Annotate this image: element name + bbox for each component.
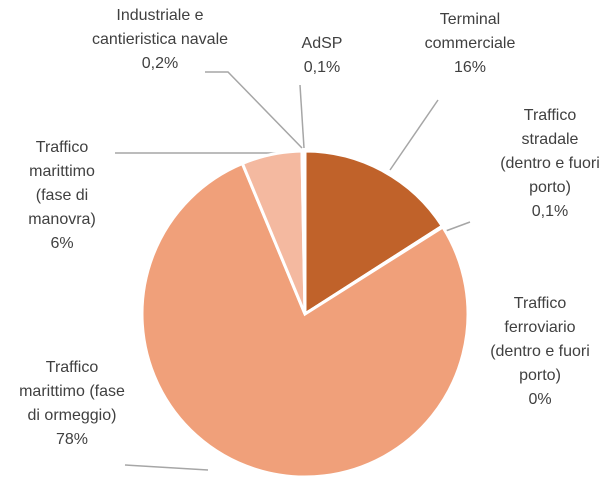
leader-line xyxy=(299,84,305,149)
leader-line xyxy=(124,464,209,471)
data-label: Terminal commerciale 16% xyxy=(410,8,530,80)
data-label: AdSP 0,1% xyxy=(287,32,357,80)
data-label: Industriale e cantieristica navale 0,2% xyxy=(90,4,230,76)
category-label: Traffico ferroviario (dentro e fuori por… xyxy=(490,295,590,384)
leader-line xyxy=(442,221,471,233)
data-label: Traffico ferroviario (dentro e fuori por… xyxy=(485,292,595,412)
value-label: 0% xyxy=(528,391,552,408)
value-label: 16% xyxy=(453,59,487,76)
value-label: 0,1% xyxy=(303,59,341,76)
data-label: Traffico marittimo (fase di ormeggio) 78% xyxy=(12,356,132,452)
category-label: Terminal commerciale xyxy=(424,11,516,52)
pie-slice xyxy=(302,149,307,315)
category-label: Traffico marittimo (fase di ormeggio) xyxy=(19,359,125,424)
data-label: Traffico marittimo (fase di manovra) 6% xyxy=(12,136,112,256)
category-label: Traffico marittimo (fase di manovra) xyxy=(28,139,96,228)
leader-line xyxy=(389,99,439,171)
data-label: Traffico stradale (dentro e fuori porto)… xyxy=(495,104,605,224)
leader-line xyxy=(205,71,303,149)
pie-slice xyxy=(140,161,470,479)
value-label: 6% xyxy=(50,235,74,252)
value-label: 0,1% xyxy=(531,203,569,220)
category-label: AdSP xyxy=(301,35,343,52)
category-label: Traffico stradale (dentro e fuori porto) xyxy=(500,107,600,196)
value-label: 0,2% xyxy=(141,55,179,72)
value-label: 78% xyxy=(55,431,89,448)
leader-lines xyxy=(115,71,471,471)
category-label: Industriale e cantieristica navale xyxy=(91,7,229,48)
pie-slice xyxy=(303,149,445,317)
